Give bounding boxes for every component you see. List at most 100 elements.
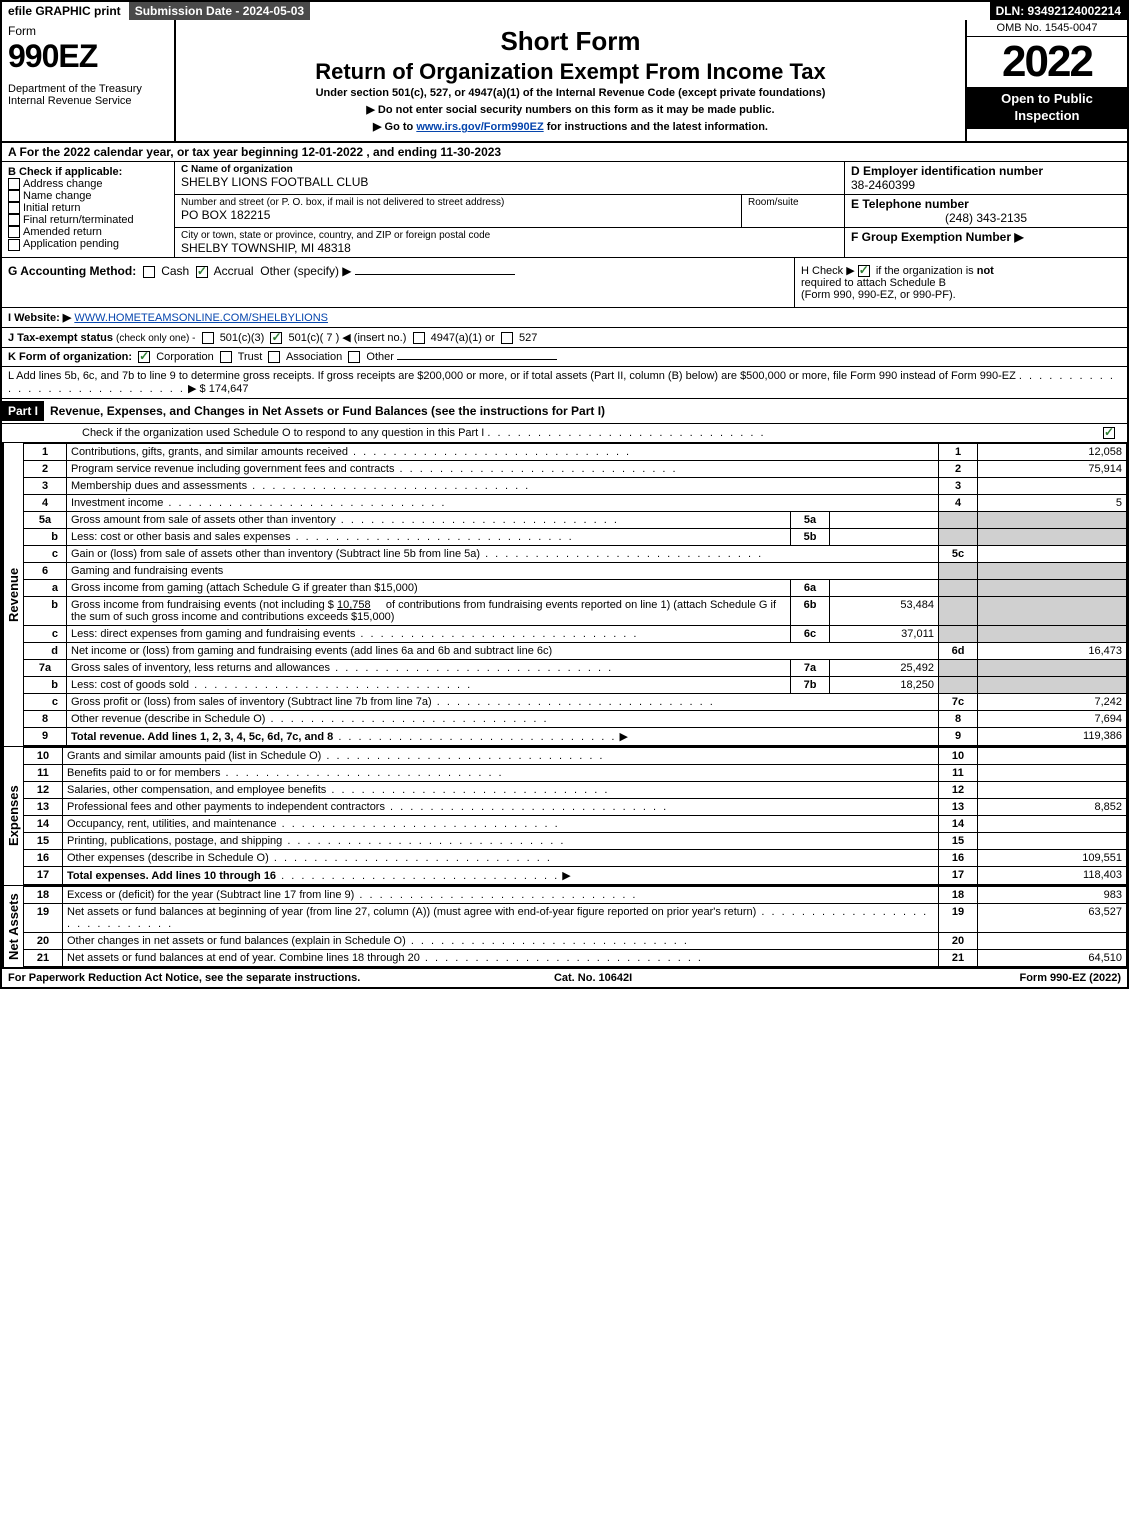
revenue-section: Revenue 1Contributions, gifts, grants, a… (2, 443, 1127, 747)
k-o1: Corporation (156, 351, 213, 363)
e-phone-label: E Telephone number (851, 197, 1121, 211)
l18-val: 983 (978, 887, 1127, 904)
line-13: 13Professional fees and other payments t… (24, 799, 1127, 816)
footer-right: Form 990-EZ (2022) (1019, 972, 1121, 984)
submission-date: Submission Date - 2024-05-03 (129, 2, 312, 20)
instruction-nossn: ▶ Do not enter social security numbers o… (184, 103, 957, 116)
l16-desc: Other expenses (describe in Schedule O) (67, 852, 269, 864)
l17-desc: Total expenses. Add lines 10 through 16 (67, 870, 276, 882)
chk-part1-schedo[interactable] (1103, 427, 1115, 439)
chk-527[interactable] (501, 332, 513, 344)
website-link[interactable]: WWW.HOMETEAMSONLINE.COM/SHELBYLIONS (74, 312, 328, 324)
irs-link[interactable]: www.irs.gov/Form990EZ (416, 121, 543, 133)
chk-other-org[interactable] (348, 351, 360, 363)
dept-treasury: Department of the Treasury (8, 83, 168, 95)
j-o2: 501(c)( 7 ) ◀ (insert no.) (289, 332, 407, 344)
chk-501c3[interactable] (202, 332, 214, 344)
chk-assoc[interactable] (268, 351, 280, 363)
k-o4: Other (366, 351, 394, 363)
revenue-vlabel: Revenue (2, 443, 23, 746)
l7c-desc: Gross profit or (loss) from sales of inv… (71, 696, 432, 708)
chk-4947[interactable] (413, 332, 425, 344)
chk-final-return[interactable]: Final return/terminated (8, 214, 168, 226)
line-4: 4Investment income45 (24, 495, 1127, 512)
chk-initial-return-label: Initial return (23, 202, 80, 214)
chk-corp[interactable] (138, 351, 150, 363)
netassets-vlabel: Net Assets (2, 886, 23, 967)
l3-desc: Membership dues and assessments (71, 480, 247, 492)
g-other: Other (specify) ▶ (260, 264, 351, 278)
l7a-val: 25,492 (830, 660, 939, 677)
chk-address-change-label: Address change (23, 178, 103, 190)
l6b-d1: Gross income from fundraising events (no… (71, 599, 334, 611)
header-right: OMB No. 1545-0047 2022 Open to Public In… (967, 20, 1127, 141)
org-city: SHELBY TOWNSHIP, MI 48318 (181, 241, 838, 255)
l17-val: 118,403 (978, 867, 1127, 885)
org-name: SHELBY LIONS FOOTBALL CLUB (181, 175, 838, 189)
row-j: J Tax-exempt status (check only one) - 5… (2, 328, 1127, 348)
k-o3: Association (286, 351, 342, 363)
chk-trust[interactable] (220, 351, 232, 363)
l5c-val (978, 546, 1127, 563)
line-6a: aGross income from gaming (attach Schedu… (24, 580, 1127, 597)
l-amount: $ 174,647 (200, 383, 249, 395)
i-label: I Website: ▶ (8, 312, 71, 324)
expenses-section: Expenses 10Grants and similar amounts pa… (2, 747, 1127, 886)
l7a-desc: Gross sales of inventory, less returns a… (71, 662, 330, 674)
l1-val: 12,058 (978, 444, 1127, 461)
room-suite-label: Room/suite (741, 195, 844, 227)
chk-amended-return[interactable]: Amended return (8, 226, 168, 238)
chk-501c[interactable] (270, 332, 282, 344)
j-o1: 501(c)(3) (220, 332, 265, 344)
line-6: 6Gaming and fundraising events (24, 563, 1127, 580)
l6c-val: 37,011 (830, 626, 939, 643)
l12-desc: Salaries, other compensation, and employ… (67, 784, 326, 796)
g-label: G Accounting Method: (8, 264, 136, 278)
d-ein-label: D Employer identification number (851, 164, 1121, 178)
line-7c: cGross profit or (loss) from sales of in… (24, 694, 1127, 711)
row-l: L Add lines 5b, 6c, and 7b to line 9 to … (2, 367, 1127, 399)
section-bcdef: B Check if applicable: Address change Na… (2, 162, 1127, 258)
l9-desc: Total revenue. Add lines 1, 2, 3, 4, 5c,… (71, 731, 333, 743)
l1-desc: Contributions, gifts, grants, and simila… (71, 446, 348, 458)
l21-desc: Net assets or fund balances at end of ye… (67, 952, 420, 964)
omb-number: OMB No. 1545-0047 (967, 20, 1127, 37)
l4-desc: Investment income (71, 497, 163, 509)
line-7a: 7aGross sales of inventory, less returns… (24, 660, 1127, 677)
chk-accrual[interactable] (196, 266, 208, 278)
efile-label: efile GRAPHIC print (2, 2, 129, 20)
chk-name-change[interactable]: Name change (8, 190, 168, 202)
l12-val (978, 782, 1127, 799)
l5a-val (830, 512, 939, 529)
j-label: J Tax-exempt status (8, 332, 113, 344)
l18-desc: Excess or (deficit) for the year (Subtra… (67, 889, 354, 901)
k-other-input[interactable] (397, 359, 557, 360)
row-i: I Website: ▶ WWW.HOMETEAMSONLINE.COM/SHE… (2, 308, 1127, 328)
l16-val: 109,551 (978, 850, 1127, 867)
f-group-exemption: F Group Exemption Number ▶ (851, 230, 1121, 244)
j-sub: (check only one) - (116, 333, 195, 344)
header-left: Form 990EZ Department of the Treasury In… (2, 20, 176, 141)
line-21: 21Net assets or fund balances at end of … (24, 950, 1127, 967)
part1-label: Part I (2, 401, 44, 421)
line-6c: cLess: direct expenses from gaming and f… (24, 626, 1127, 643)
inst2-post: for instructions and the latest informat… (544, 121, 768, 133)
chk-application-pending[interactable]: Application pending (8, 238, 168, 250)
chk-cash[interactable] (143, 266, 155, 278)
line-11: 11Benefits paid to or for members11 (24, 765, 1127, 782)
line-3: 3Membership dues and assessments3 (24, 478, 1127, 495)
chk-h[interactable] (858, 265, 870, 277)
line-9: 9Total revenue. Add lines 1, 2, 3, 4, 5c… (24, 728, 1127, 746)
g-other-input[interactable] (355, 274, 515, 275)
irs-label: Internal Revenue Service (8, 95, 168, 107)
part1-dots (487, 427, 765, 439)
title-short-form: Short Form (184, 26, 957, 57)
chk-initial-return[interactable]: Initial return (8, 202, 168, 214)
expenses-vlabel: Expenses (2, 747, 23, 885)
part1-title: Revenue, Expenses, and Changes in Net As… (44, 404, 1127, 418)
top-spacer (312, 2, 989, 20)
chk-address-change[interactable]: Address change (8, 178, 168, 190)
g-accrual: Accrual (214, 264, 254, 278)
expenses-table: 10Grants and similar amounts paid (list … (23, 747, 1127, 885)
header-mid: Short Form Return of Organization Exempt… (176, 20, 967, 141)
